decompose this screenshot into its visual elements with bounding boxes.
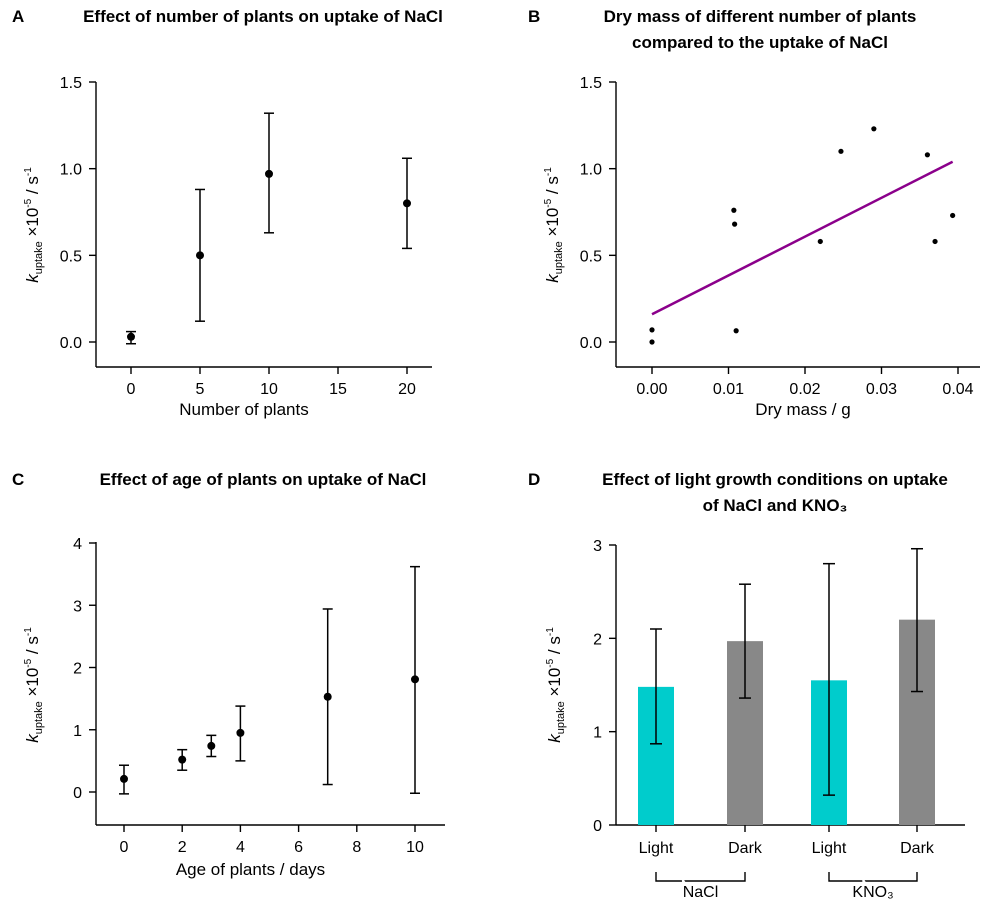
y-tick-label: 0.5 — [580, 248, 602, 265]
x-tick-label: 0.03 — [866, 381, 897, 398]
y-tick-label: 1.5 — [60, 75, 82, 92]
x-tick-label: 0.00 — [636, 381, 667, 398]
chart-title: compared to the uptake of NaCl — [632, 33, 888, 52]
y-tick-label: 0 — [593, 818, 602, 835]
y-tick-label: 2 — [73, 661, 82, 678]
y-tick-label: 1 — [73, 723, 82, 740]
data-point — [120, 774, 128, 783]
x-tick-label: 4 — [236, 839, 245, 856]
x-tick-label: 10 — [406, 839, 424, 856]
x-tick-label: Light — [812, 840, 847, 857]
data-point — [411, 675, 419, 684]
data-point — [403, 199, 411, 208]
panel-letter: B — [528, 7, 540, 26]
chart-title: Dry mass of different number of plants — [604, 7, 917, 26]
y-tick-label: 4 — [73, 536, 82, 553]
y-axis-label: kuptake ×10-5 / s-1 — [543, 167, 565, 283]
data-point — [127, 332, 135, 341]
data-point — [950, 212, 956, 219]
chart-title: Effect of age of plants on uptake of NaC… — [100, 470, 427, 489]
x-tick-label: 0 — [127, 381, 136, 398]
data-point — [932, 238, 938, 245]
y-tick-label: 1.0 — [580, 162, 602, 179]
y-tick-label: 3 — [73, 598, 82, 615]
x-tick-label: 6 — [294, 839, 303, 856]
group-bracket — [655, 872, 746, 882]
y-tick-label: 0 — [73, 785, 82, 802]
x-tick-label: Dark — [900, 840, 935, 857]
x-tick-label: 0.01 — [713, 381, 744, 398]
y-tick-label: 1 — [593, 725, 602, 742]
panel-d: D Effect of light growth conditions on up… — [528, 470, 965, 904]
group-bracket — [828, 872, 918, 882]
data-point — [817, 238, 823, 245]
group-label: KNO₃ — [852, 884, 893, 901]
x-axis-label: Dry mass / g — [755, 400, 850, 419]
y-axis-label: kuptake ×10-5 / s-1 — [545, 627, 567, 743]
panel-b: B Dry mass of different number of plants c… — [528, 7, 980, 419]
x-tick-label: 0.04 — [942, 381, 973, 398]
fit-line — [651, 160, 954, 316]
data-point — [649, 327, 655, 333]
panel-a: A Effect of number of plants on uptake of… — [12, 7, 443, 419]
data-point — [732, 221, 738, 227]
x-axis-label: Age of plants / days — [176, 860, 325, 879]
data-point — [838, 148, 844, 154]
x-tick-label: 8 — [352, 839, 361, 856]
panel-letter: C — [12, 470, 24, 489]
panel-letter: D — [528, 470, 540, 489]
data-point — [733, 328, 739, 334]
x-tick-label: 0.02 — [789, 381, 820, 398]
y-tick-label: 0.0 — [580, 335, 602, 352]
data-point — [871, 126, 877, 132]
x-tick-label: 5 — [196, 381, 205, 398]
y-axis-label: kuptake ×10-5 / s-1 — [23, 627, 45, 743]
data-point — [323, 692, 332, 701]
chart-title: of NaCl and KNO₃ — [703, 496, 848, 515]
y-tick-label: 3 — [593, 538, 602, 555]
x-tick-label: 0 — [120, 839, 129, 856]
x-tick-label: 20 — [398, 381, 416, 398]
data-point — [196, 251, 204, 260]
data-point — [265, 169, 273, 178]
data-point — [731, 207, 737, 213]
panel-c: C Effect of age of plants on uptake of Na… — [12, 470, 445, 879]
x-tick-label: 15 — [329, 381, 347, 398]
data-point — [924, 152, 931, 158]
y-axis-label: kuptake ×10-5 / s-1 — [23, 167, 45, 283]
x-tick-label: 2 — [178, 839, 187, 856]
y-tick-label: 2 — [593, 631, 602, 648]
data-point — [178, 755, 187, 764]
data-point — [207, 741, 216, 750]
x-tick-label: Dark — [728, 840, 763, 857]
x-tick-label: 10 — [260, 381, 278, 398]
data-point — [649, 339, 655, 345]
x-tick-label: Light — [639, 840, 674, 857]
data-point — [236, 728, 245, 737]
chart-title: Effect of number of plants on uptake of … — [83, 7, 443, 26]
chart-title: Effect of light growth conditions on upt… — [602, 470, 948, 489]
y-tick-label: 0.0 — [60, 335, 82, 352]
panel-letter: A — [12, 7, 24, 26]
y-tick-label: 1.0 — [60, 162, 82, 179]
x-axis-label: Number of plants — [179, 400, 308, 419]
y-tick-label: 0.5 — [60, 248, 82, 265]
group-label: NaCl — [683, 884, 719, 901]
y-tick-label: 1.5 — [580, 75, 602, 92]
